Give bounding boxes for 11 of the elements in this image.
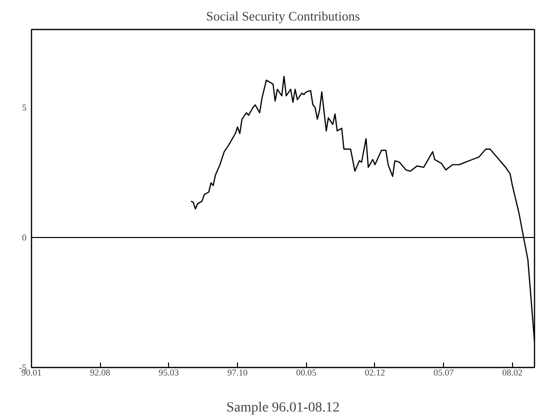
x-tick-label: 08.02	[502, 368, 522, 378]
y-tick-label: 0	[22, 232, 27, 242]
x-tick-label: 92.08	[90, 368, 111, 378]
x-axis-title: Sample 96.01-08.12	[226, 400, 340, 416]
x-tick-label: 02.12	[364, 368, 386, 378]
chart-title: Social Security Contributions	[206, 8, 360, 24]
y-tick-label: 5	[22, 102, 27, 112]
x-tick-label: 97.10	[227, 368, 248, 378]
x-tick-label: 05.07	[433, 368, 454, 378]
x-tick-label: 95.03	[158, 368, 180, 378]
x-tick-label: 00.05	[296, 368, 317, 378]
